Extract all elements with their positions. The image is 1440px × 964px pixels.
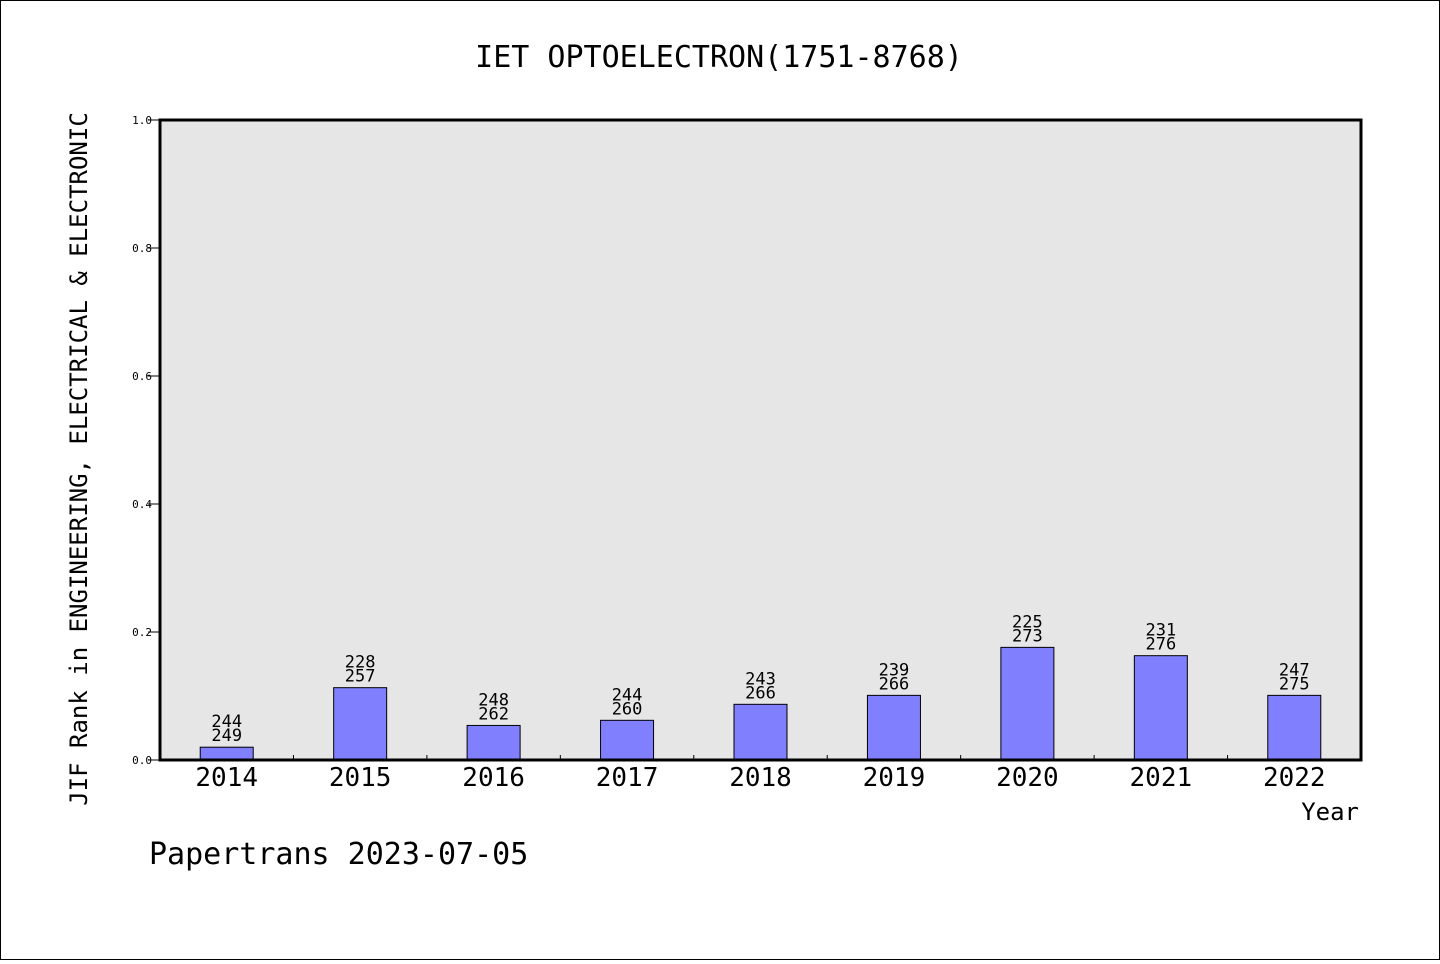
bar-2017 [600,719,655,761]
bar-2019 [866,694,921,761]
x-tick-label: 2017 [596,763,659,793]
x-axis-label: Year [1301,798,1359,826]
y-tick-label: 0.2 [132,626,152,639]
bar-2018 [733,703,788,761]
total-label: 260 [612,699,643,719]
bar-2016 [466,724,521,761]
rank-label: 244 [612,685,643,705]
bar-2020 [1000,646,1055,761]
y-tick-label: 0.6 [132,370,152,383]
x-tick-label: 2016 [462,763,525,793]
total-label: 266 [745,683,776,703]
bar-2021 [1133,655,1188,761]
x-tick-label: 2015 [329,763,392,793]
rank-label: 244 [211,712,242,732]
x-tick-label: 2022 [1263,763,1326,793]
chart-title: IET OPTOELECTRON(1751-8768) [475,40,963,75]
total-label: 275 [1279,674,1310,694]
y-tick-label: 0.0 [132,754,152,767]
y-tick-label: 0.8 [132,242,152,255]
plot-border [158,118,1363,762]
total-label: 276 [1145,635,1176,655]
x-tick-label: 2018 [729,763,792,793]
data-labels: 2442492282572482622442602432662392662252… [211,612,1309,746]
plot-area [160,120,1361,760]
footer-text: Papertrans 2023-07-05 [149,837,528,872]
bars [199,646,1322,761]
x-tick-label: 2014 [195,763,258,793]
rank-label: 231 [1145,621,1176,641]
y-tick-label: 1.0 [132,114,152,127]
rank-label: 239 [879,660,910,680]
rank-label: 247 [1279,660,1310,680]
total-label: 249 [211,726,242,746]
x-tick-label: 2021 [1130,763,1193,793]
x-axis: 2014 2015 2016 2017 2018 2019 2020 2021 2022 [195,755,1326,793]
bar-2022 [1267,694,1322,761]
rank-label: 243 [745,669,776,689]
y-axis-label: JIF Rank in ENGINEERING, ELECTRICAL & EL… [65,112,93,806]
bar-2014 [199,746,254,761]
y-tick-label: 0.4 [132,498,152,511]
rank-label: 248 [478,690,509,710]
total-label: 266 [879,674,910,694]
x-tick-label: 2020 [996,763,1059,793]
x-tick-label: 2019 [863,763,926,793]
total-label: 273 [1012,626,1043,646]
total-label: 262 [478,704,509,724]
bar-2015 [333,687,388,761]
rank-label: 228 [345,653,376,673]
y-axis: 0.0 0.2 0.4 0.6 0.8 1.0 [132,114,160,767]
total-label: 257 [345,667,376,687]
rank-label: 225 [1012,612,1043,632]
